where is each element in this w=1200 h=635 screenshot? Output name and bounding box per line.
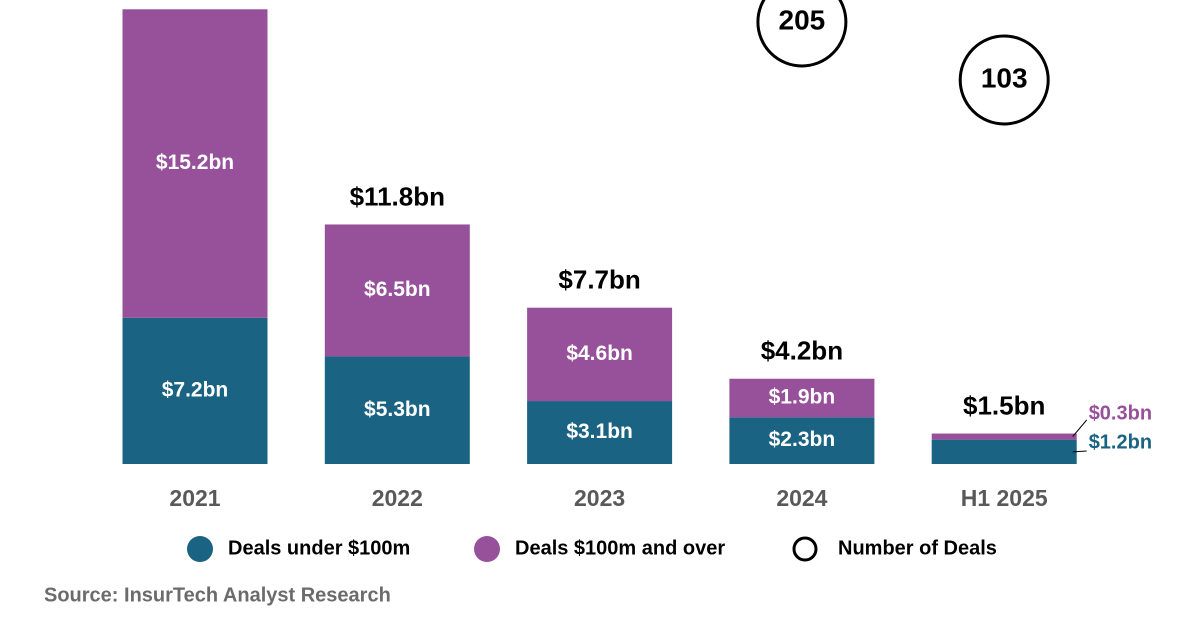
segment-label: $5.3bn [364, 398, 431, 421]
bar-segment [324, 224, 470, 357]
leader-line [1072, 419, 1088, 437]
segment-label: $6.5bn [364, 278, 431, 301]
legend-marker [792, 536, 818, 562]
segment-label: $1.2bn [1089, 431, 1152, 453]
deal-label: 103 [981, 62, 1028, 93]
x-tick-label: 2023 [574, 485, 625, 511]
legend-marker [187, 536, 213, 562]
x-tick-label: H1 2025 [961, 485, 1048, 511]
legend-marker [474, 536, 500, 562]
bar-segment [931, 433, 1077, 440]
bar-segment [324, 356, 470, 464]
x-tick-label: 2022 [372, 485, 423, 511]
bar-segment [122, 9, 268, 318]
total-label: $1.5bn [963, 390, 1045, 420]
legend-label: Number of Deals [838, 537, 997, 559]
legend-label: Deals $100m and over [515, 537, 725, 559]
bar-segment [527, 307, 673, 402]
total-label: $7.7bn [558, 265, 640, 295]
segment-label: $1.9bn [769, 386, 836, 409]
source-note: Source: InsurTech Analyst Research [44, 584, 391, 606]
segment-label: $7.2bn [162, 378, 229, 401]
deal-circle [756, 0, 848, 68]
segment-label: $2.3bn [769, 428, 836, 451]
deal-circle [958, 34, 1050, 126]
x-tick-label: 2021 [169, 485, 220, 511]
bar-segment [527, 401, 673, 464]
total-label: $11.8bn [350, 181, 445, 211]
segment-label: $4.6bn [566, 342, 633, 365]
bar-segment [729, 378, 875, 418]
segment-label: $3.1bn [566, 420, 633, 443]
x-tick-label: 2024 [776, 485, 827, 511]
leader-line [1072, 450, 1087, 453]
deal-label: 205 [779, 4, 826, 35]
legend-label: Deals under $100m [228, 537, 410, 559]
segment-label: $0.3bn [1089, 402, 1152, 424]
bar-segment [729, 417, 875, 464]
total-label: $4.2bn [761, 336, 843, 366]
bar-segment [122, 317, 268, 464]
bar-segment [931, 439, 1077, 464]
segment-label: $15.2bn [156, 151, 234, 174]
